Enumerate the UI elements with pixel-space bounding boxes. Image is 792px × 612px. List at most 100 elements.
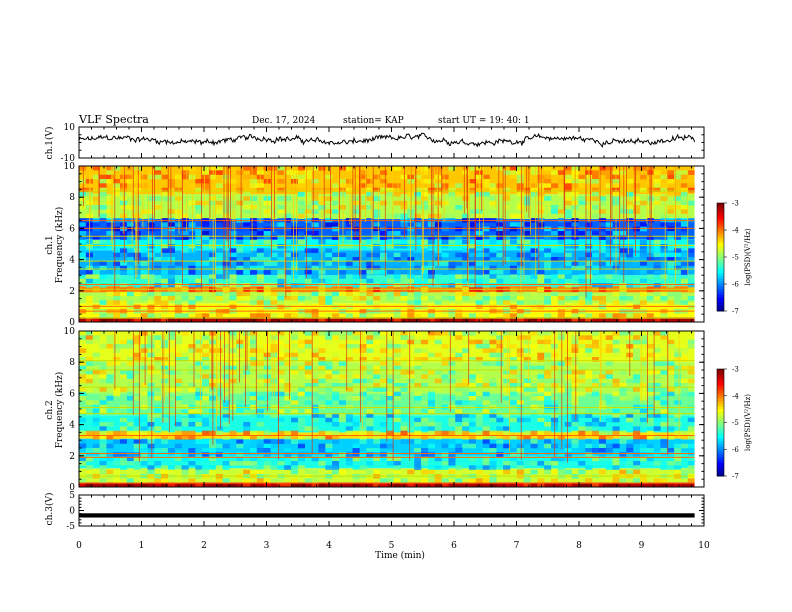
ch1-spectrogram-cell: [154, 278, 162, 284]
ch1-spectrogram-cell: [393, 313, 401, 318]
ch1-spectrogram-cell: [195, 278, 203, 284]
ch2-spectrogram-cell: [496, 443, 504, 449]
ch1-spectrogram-cell: [386, 183, 394, 188]
ch2-spectrogram-cell: [571, 448, 579, 453]
ch1-spectrogram-cell: [147, 313, 155, 318]
ch1-spectrogram-cell: [229, 304, 237, 310]
ch1-spectrogram-cell: [530, 274, 538, 279]
ch1-spectrogram-cell: [270, 231, 278, 236]
ch1-colorbar-label: log(PSD)(V²/Hz): [744, 228, 752, 285]
ch1-spectrogram-cell: [687, 248, 695, 253]
ch2-spectrogram-cell: [188, 430, 196, 436]
ch1-spectrogram-cell: [496, 226, 504, 232]
ch1-spectrogram-cell: [147, 222, 155, 227]
ch1-spectrogram-cell: [551, 296, 559, 301]
ch1-spectrogram-cell: [462, 187, 470, 193]
ch2-spectrogram-cell: [489, 435, 497, 440]
ch2-spectrogram-cell: [564, 344, 572, 349]
ch2-spectrogram-cell: [667, 387, 675, 392]
ch1-spectrogram-cell: [680, 222, 688, 227]
ch1-spectrogram-cell: [106, 274, 114, 279]
ch2-spectrogram-cell: [154, 409, 162, 414]
ch1-spectrogram-cell: [544, 248, 552, 253]
ch2-spectrogram-cell: [393, 344, 401, 349]
ch2-spectrogram-cell: [92, 413, 100, 418]
ch1-spectrogram-cell: [667, 222, 675, 227]
ch1-spectrogram-cell: [222, 205, 230, 210]
ch1-spectrogram-cell: [489, 187, 497, 193]
ch2-spectrogram-cell: [277, 430, 285, 436]
ch1-spectrogram-cell: [154, 296, 162, 301]
ch1-spectrogram-cell: [626, 244, 634, 249]
ch2-spectrogram-cell: [120, 430, 128, 436]
ch2-spectrogram-cell: [516, 443, 524, 449]
ch1-spectrogram-cell: [291, 257, 299, 262]
ch1-spectrogram-cell: [195, 183, 203, 188]
ch2-spectrogram-cell: [332, 430, 340, 436]
ch1-spectrogram-cell: [304, 296, 312, 301]
ch2-spectrogram-cell: [414, 348, 422, 353]
ch2-spectrogram-cell: [400, 422, 408, 427]
ch1-spectrogram-cell: [592, 283, 600, 288]
ch1-spectrogram-cell: [680, 257, 688, 262]
ch1-spectrogram-cell: [174, 283, 182, 288]
ch2-spectrogram-cell: [585, 448, 593, 453]
ch1-spectrogram-cell: [113, 274, 121, 279]
ch2-spectrogram-cell: [113, 439, 121, 444]
ch2-spectrogram-cell: [85, 448, 93, 453]
ch2-spectrogram-cell: [633, 352, 641, 358]
ch1-spectrogram-cell: [209, 274, 217, 279]
ch2-spectrogram-cell: [571, 391, 579, 397]
ch1-spectrogram-cell: [605, 283, 613, 288]
ch2-spectrogram-cell: [195, 378, 203, 384]
ch1-spectrogram-cell: [202, 200, 210, 206]
ch1-spectrogram-cell: [373, 222, 381, 227]
ch2-spectrogram-cell: [318, 396, 326, 401]
ch1-spectrogram-cell: [291, 239, 299, 245]
ch2-spectrogram-cell: [674, 413, 682, 418]
ch1-spectrogram-cell: [154, 239, 162, 245]
ch2-spectrogram-cell: [250, 448, 258, 453]
ch2-spectrogram-cell: [133, 352, 141, 358]
ch2-spectrogram-cell: [79, 344, 87, 349]
ch2-spectrogram-cell: [537, 352, 545, 358]
ch2-spectrogram-cell: [509, 417, 517, 423]
ch2-spectrogram-cell: [516, 452, 524, 457]
ch1-spectrogram-cell: [400, 239, 408, 245]
ch2-spectrogram-cell: [352, 331, 360, 336]
ch1-spectrogram-cell: [557, 226, 565, 232]
ch2-spectrogram-cell: [284, 361, 292, 366]
ch1-spectrogram-cell: [393, 239, 401, 245]
ch2-spectrogram-cell: [592, 344, 600, 349]
ch1-spectrogram-cell: [605, 239, 613, 245]
ch1-spectrogram-cell: [578, 274, 586, 279]
ch1-spectrogram-cell: [215, 274, 223, 279]
ch1-spectrogram-cell: [516, 235, 524, 240]
ch1-spectrogram-cell: [400, 235, 408, 240]
ch1-spectrogram-cell: [639, 278, 647, 284]
ch1-spectrogram-cell: [639, 252, 647, 258]
ch2-spectrogram-cell: [462, 378, 470, 384]
ch2-spectrogram-cell: [585, 478, 593, 483]
ch2-spectrogram-cell: [646, 430, 654, 436]
ch2-spectrogram-cell: [126, 409, 134, 414]
ch1-spectrogram-cell: [503, 226, 511, 232]
ch2-spectrogram-cell: [161, 430, 169, 436]
ch1-spectrogram-cell: [653, 265, 661, 271]
ch1-spectrogram-cell: [551, 231, 559, 236]
ch2-spectrogram-cell: [263, 452, 271, 457]
ch1-colorbar-gradient-cell: [717, 273, 724, 277]
ch2-spectrogram-cell: [167, 469, 175, 475]
ch2-spectrogram-cell: [530, 396, 538, 401]
ch2-spectrogram-cell: [482, 435, 490, 440]
ch1-spectrogram-cell: [626, 248, 634, 253]
ch1-spectrogram-cell: [270, 283, 278, 288]
ch1-spectrogram-cell: [140, 222, 148, 227]
ch2-spectrogram-cell: [174, 456, 182, 462]
ch1-spectrogram-cell: [85, 283, 93, 288]
ch1-spectrogram-cell: [667, 166, 675, 171]
ch2-spectrogram-cell: [646, 387, 654, 392]
ch1-spectrogram-ytick-label: 0: [69, 318, 75, 328]
ch1-spectrogram-cell: [441, 200, 449, 206]
ch2-spectrogram-cell: [605, 478, 613, 483]
